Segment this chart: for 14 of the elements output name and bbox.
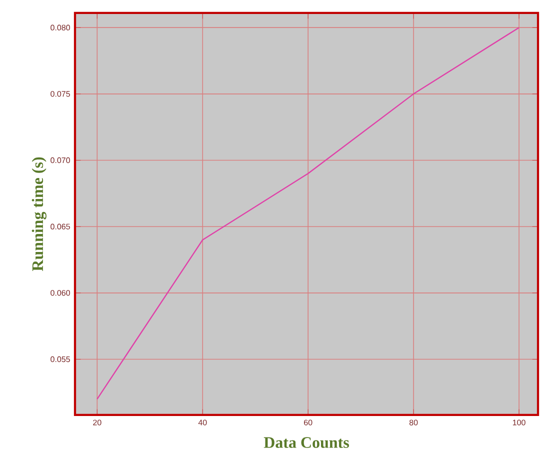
x-tick-label: 20 [93,420,102,426]
y-tick-label: 0.065 [50,224,70,230]
y-tick-label: 0.080 [50,24,70,30]
x-tick-label: 40 [198,420,207,426]
x-axis-title: Data Counts [264,437,349,448]
line-series [96,26,520,400]
y-tick-label: 0.055 [50,356,70,362]
y-tick-label: 0.070 [50,157,70,164]
x-tick-label: 80 [409,420,418,426]
x-tick-label: 60 [304,420,312,426]
y-tick-label: 0.060 [50,290,70,296]
x-tick-label: 100 [512,420,526,426]
y-axis-title: Running time (s) [32,157,46,272]
y-tick-label: 0.075 [50,91,70,97]
